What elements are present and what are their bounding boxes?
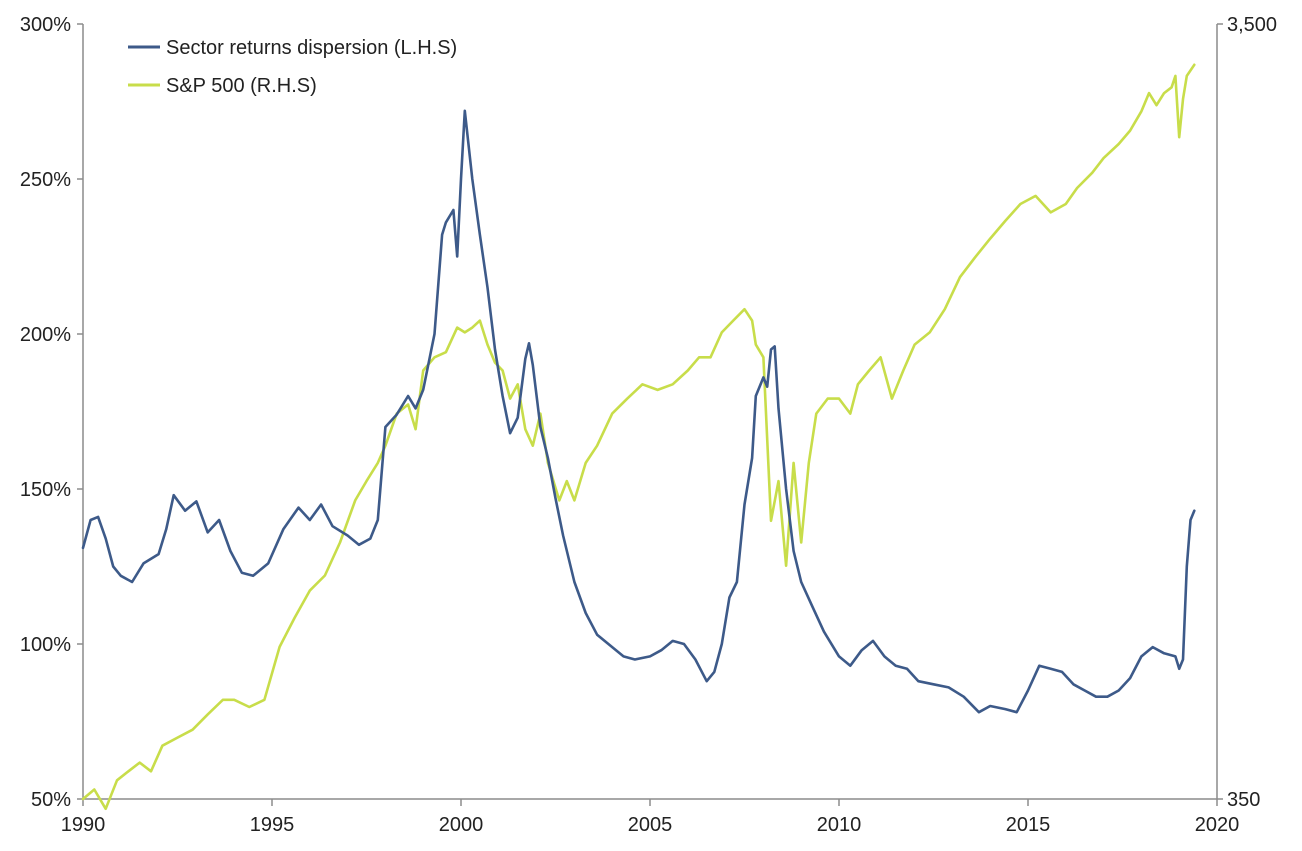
x-tick-label: 1990 xyxy=(61,814,106,836)
legend: Sector returns dispersion (L.H.S) S&P 50… xyxy=(128,37,457,97)
y-left-tick-label: 100% xyxy=(20,634,71,656)
y-left-tick-label: 50% xyxy=(31,789,71,811)
y-right-tick-label: 350 xyxy=(1227,789,1260,811)
y-right-tick-label: 3,500 xyxy=(1227,14,1277,36)
y-left-tick-label: 200% xyxy=(20,324,71,346)
axes: 1990 1995 2000 2005 2010 2015 2020 50% 100% 150% 2… xyxy=(20,14,1277,836)
y-left-tick-label: 150% xyxy=(20,479,71,501)
series-layer xyxy=(81,63,1196,811)
legend-label-sp500: S&P 500 (R.H.S) xyxy=(166,75,317,97)
y-left-tick-label: 300% xyxy=(20,14,71,36)
y-left-tick-label: 250% xyxy=(20,169,71,191)
series-line-sp500 xyxy=(81,63,1196,811)
x-tick-label: 2015 xyxy=(1006,814,1051,836)
x-tick-label: 1995 xyxy=(250,814,295,836)
x-tick-label: 2005 xyxy=(628,814,673,836)
x-tick-label: 2020 xyxy=(1195,814,1240,836)
x-tick-label: 2010 xyxy=(817,814,862,836)
series-line-dispersion xyxy=(81,109,1196,714)
legend-label-dispersion: Sector returns dispersion (L.H.S) xyxy=(166,37,457,59)
x-tick-label: 2000 xyxy=(439,814,484,836)
